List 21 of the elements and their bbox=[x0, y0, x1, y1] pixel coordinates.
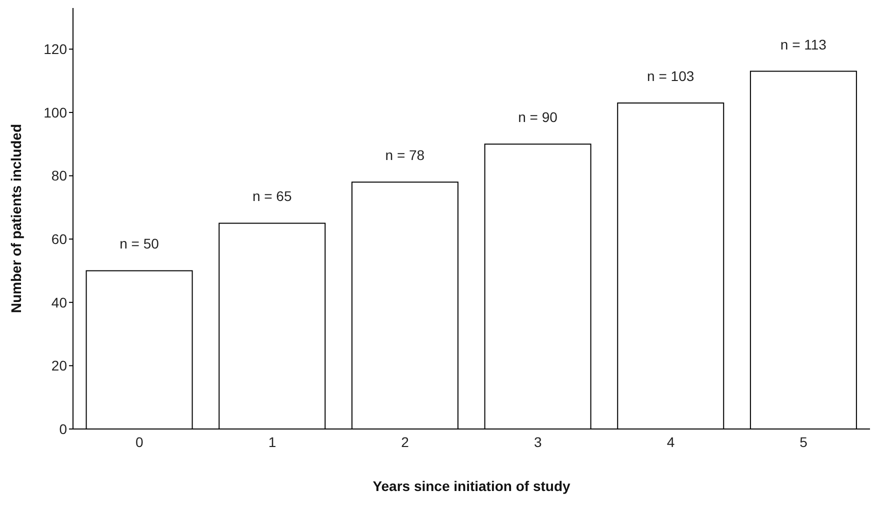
data-label: n = 113 bbox=[780, 36, 827, 52]
data-label: n = 65 bbox=[252, 188, 292, 204]
x-tick-label: 3 bbox=[534, 434, 542, 450]
y-axis-title: Number of patients included bbox=[8, 124, 24, 314]
y-tick-label: 0 bbox=[59, 420, 68, 437]
data-label: n = 90 bbox=[518, 109, 558, 126]
x-tick-label: 2 bbox=[401, 434, 410, 450]
x-tick-label: 1 bbox=[268, 434, 276, 450]
y-tick-label: 60 bbox=[51, 231, 68, 248]
x-tick-label: 4 bbox=[666, 434, 675, 450]
x-axis-title: Years since initiation of study bbox=[372, 478, 571, 494]
y-tick-label: 40 bbox=[51, 294, 68, 310]
y-tick-label: 20 bbox=[51, 358, 68, 374]
y-tick-label: 100 bbox=[44, 104, 68, 120]
data-label: n = 103 bbox=[647, 68, 694, 84]
data-label: n = 50 bbox=[120, 236, 160, 252]
y-tick-label: 120 bbox=[44, 41, 68, 58]
data-label: n = 78 bbox=[385, 147, 425, 164]
x-tick-label: 0 bbox=[136, 434, 144, 450]
x-tick-label: 5 bbox=[800, 434, 808, 450]
y-tick-label: 80 bbox=[51, 168, 68, 184]
